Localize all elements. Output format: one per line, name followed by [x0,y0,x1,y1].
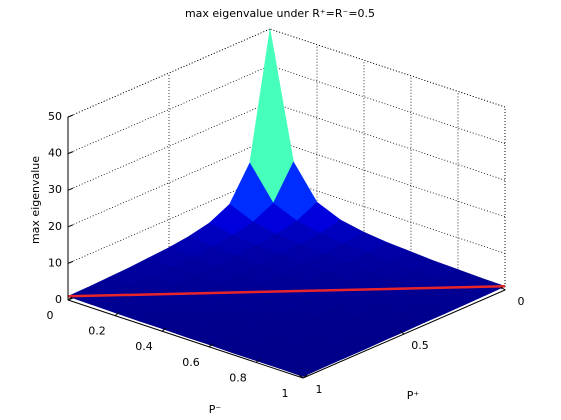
grid-line [67,101,271,191]
x-tick [500,286,506,291]
y-tick-label: 0.2 [88,325,106,338]
z-axis-label: max eigenvalue [29,156,42,244]
x-tick-label: 0.5 [411,339,429,352]
x-tick-label: 1 [316,383,323,396]
z-tick [67,260,74,264]
axis-line [67,299,304,379]
x-tick [298,374,304,379]
line [67,285,506,298]
y-tick-label: 1 [282,387,289,400]
y-tick-label: 0.6 [182,356,200,369]
grid-line [67,65,271,154]
x-tick-label: 0 [518,295,525,308]
x-tick [399,330,405,335]
y-tick [114,312,120,317]
z-tick-label: 40 [48,147,62,160]
z-tick-label: 50 [48,110,62,123]
surface-face [278,359,325,377]
z-tick-label: 30 [48,183,62,196]
grid-line [67,28,271,118]
z-tick-label: 10 [48,256,62,269]
y-tick-label: 0.4 [135,340,153,353]
z-tick [67,114,74,118]
y-tick [302,374,308,379]
chart-title: max eigenvalue under R⁺=R⁻=0.5 [185,7,375,20]
y-tick [67,296,73,301]
y-tick-label: 0.8 [229,371,247,384]
y-tick [208,343,214,348]
grid-line [269,28,506,108]
z-tick-label: 0 [55,293,62,306]
y-tick [255,358,261,363]
y-axis-label: P⁻ [209,403,222,416]
y-tick-label: 0 [47,309,54,322]
grid-line [67,138,271,228]
y-tick [161,327,167,332]
grid-line [269,175,506,254]
z-tick [67,224,74,228]
z-tick-label: 20 [48,220,62,233]
z-tick [67,151,74,155]
grid-line [269,101,506,181]
grid-line [269,65,506,144]
grid-line [269,138,506,218]
z-tick [67,187,74,191]
x-axis-label: P⁺ [407,389,420,402]
